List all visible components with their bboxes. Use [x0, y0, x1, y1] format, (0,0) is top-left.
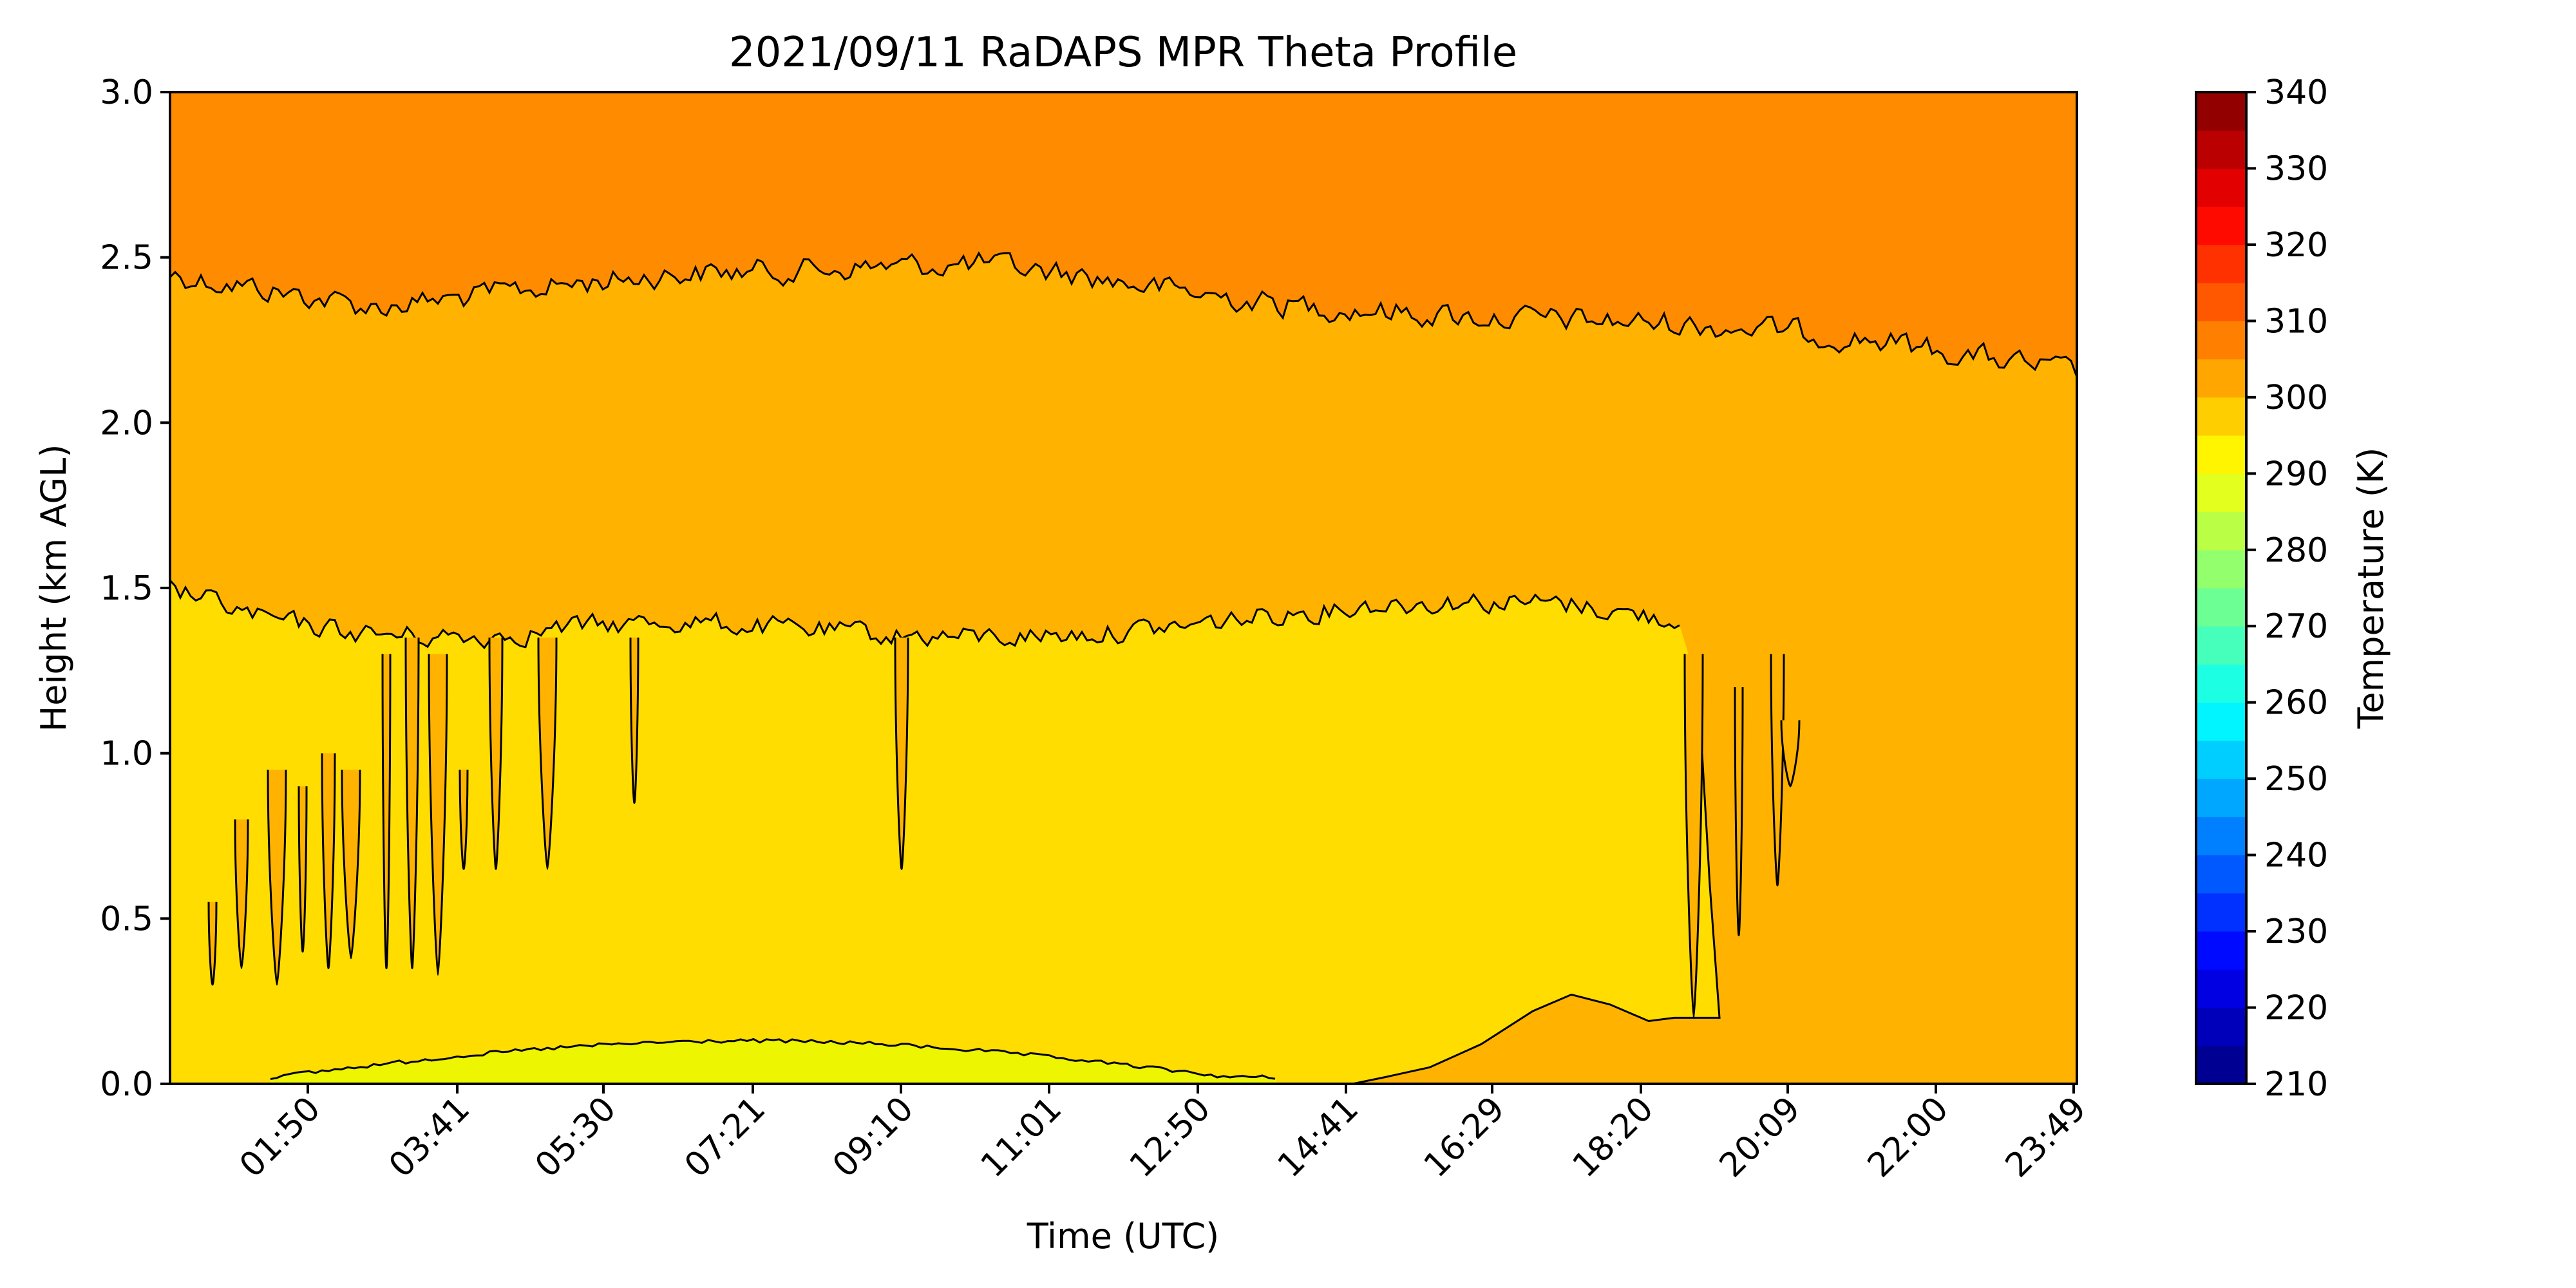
y-axis-label: Height (km AGL)	[33, 444, 74, 732]
colorbar-band	[2196, 626, 2246, 665]
colorbar-band	[2196, 1045, 2246, 1084]
colorbar-tick-label: 240	[2264, 837, 2328, 875]
colorbar-tick-label: 250	[2264, 760, 2328, 799]
colorbar-tick-label: 330	[2264, 149, 2328, 188]
x-axis: 01:50 03:41 05:30 07:21 09:10 11:01 12:50 14:41…	[232, 1084, 2094, 1185]
x-tick-label: 07:21	[677, 1090, 773, 1185]
colorbar-frame	[2195, 91, 2248, 1085]
contour-spike	[629, 637, 639, 804]
x-tick-label: 16:29	[1417, 1090, 1512, 1185]
y-axis: 0.0 0.5 1.0 1.5 2.0 2.5 3.0	[100, 73, 170, 1104]
colorbar-band	[2196, 931, 2246, 970]
contour-spike	[1683, 654, 1704, 1019]
contour-spike	[428, 654, 448, 976]
colorbar-band	[2196, 740, 2246, 779]
colorbar-band	[2196, 969, 2246, 1009]
colorbar-band	[2196, 817, 2246, 856]
colorbar-band	[2196, 664, 2246, 703]
x-tick-label: 23:49	[1998, 1090, 2094, 1185]
contour-spike	[459, 770, 469, 870]
x-tick-label: 03:41	[382, 1090, 477, 1185]
y-tick-label: 2.0	[100, 404, 153, 442]
x-tick-label: 09:10	[826, 1090, 921, 1185]
colorbar-band	[2196, 511, 2246, 551]
colorbar-tick-label: 210	[2264, 1065, 2328, 1104]
contour-spike	[894, 637, 909, 870]
colorbar-band	[2196, 397, 2246, 436]
contour-line-300	[170, 580, 1680, 650]
colorbar-tick-label: 340	[2264, 73, 2328, 112]
colorbar-band	[2196, 283, 2246, 321]
x-tick-label: 22:00	[1861, 1090, 1956, 1185]
contour-spikes	[207, 637, 1801, 1019]
y-tick-label: 3.0	[100, 73, 153, 112]
contour-spike	[1734, 687, 1744, 936]
colorbar-band	[2196, 130, 2246, 169]
colorbar-tick-label: 220	[2264, 989, 2328, 1028]
colorbar-band	[2196, 244, 2246, 283]
colorbar-tick-label: 270	[2264, 607, 2328, 646]
colorbar-band	[2196, 359, 2246, 398]
contour-spike	[298, 786, 308, 953]
contour-line-290	[270, 1037, 1276, 1080]
contour-spike	[321, 753, 336, 969]
y-tick-label: 2.5	[100, 239, 153, 278]
colorbar-band	[2196, 855, 2246, 894]
x-tick-label: 14:41	[1271, 1090, 1366, 1185]
contour-spike	[1780, 720, 1801, 788]
contour-line-305	[170, 251, 2077, 376]
y-tick-label: 1.0	[100, 735, 153, 773]
colorbar-band	[2196, 321, 2246, 360]
region-295-300	[170, 580, 1719, 1084]
x-axis-label: Time (UTC)	[1027, 1216, 1220, 1256]
x-tick-label: 01:50	[232, 1090, 328, 1185]
colorbar-tick-label: 290	[2264, 455, 2328, 493]
contour-line-295	[1352, 660, 1721, 1084]
colorbar-band	[2196, 702, 2246, 741]
contour-spike	[537, 637, 558, 870]
colorbar-band	[2196, 588, 2246, 627]
region-290-295	[270, 1039, 1278, 1084]
colorbar-band	[2196, 779, 2246, 817]
colorbar-band	[2196, 1007, 2246, 1046]
contour-spike	[234, 819, 249, 969]
colorbar-tick-label: 320	[2264, 226, 2328, 265]
colorbar-band	[2196, 206, 2246, 245]
contour-spike	[381, 654, 392, 969]
y-tick-label: 1.5	[100, 569, 153, 608]
colorbar: 210 220 230 240 250 260 270 280 290 300 310 320 330 3…	[2195, 73, 2328, 1104]
colorbar-tick-label: 280	[2264, 531, 2328, 570]
colorbar-band	[2196, 168, 2246, 207]
x-tick-label: 12:50	[1122, 1090, 1218, 1185]
contour-spike	[488, 637, 504, 870]
colorbar-band	[2196, 893, 2246, 932]
colorbar-tick-label: 260	[2264, 684, 2328, 723]
x-tick-label: 11:01	[974, 1090, 1069, 1185]
y-tick-label: 0.5	[100, 900, 153, 938]
x-tick-label: 20:09	[1712, 1090, 1808, 1185]
colorbar-band	[2196, 549, 2246, 589]
contour-spike	[404, 637, 420, 969]
contour-spike	[1770, 654, 1785, 887]
colorbar-band	[2196, 92, 2246, 131]
contour-spike	[341, 770, 361, 960]
chart-title: 2021/09/11 RaDAPS MPR Theta Profile	[729, 29, 1517, 77]
x-tick-label: 18:20	[1566, 1090, 1661, 1185]
colorbar-band	[2196, 473, 2246, 513]
plot-area	[170, 92, 2077, 1084]
colorbar-band	[2196, 435, 2246, 474]
y-tick-label: 0.0	[100, 1065, 153, 1104]
contour-spike	[207, 902, 218, 986]
colorbar-tick-label: 230	[2264, 913, 2328, 951]
colorbar-tick-label: 300	[2264, 379, 2328, 417]
colorbar-label: Temperature (K)	[2351, 448, 2391, 730]
x-tick-label: 05:30	[528, 1090, 623, 1185]
colorbar-tick-label: 310	[2264, 302, 2328, 341]
contour-spike	[267, 770, 287, 986]
